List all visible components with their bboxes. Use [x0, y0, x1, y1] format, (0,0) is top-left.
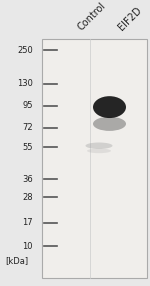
FancyBboxPatch shape — [42, 39, 147, 278]
Text: 36: 36 — [22, 175, 33, 184]
Text: 130: 130 — [17, 80, 33, 88]
Text: [kDa]: [kDa] — [5, 257, 28, 265]
Text: 95: 95 — [22, 101, 33, 110]
Text: 10: 10 — [22, 242, 33, 251]
Text: EIF2D: EIF2D — [116, 5, 143, 33]
Text: 55: 55 — [22, 142, 33, 152]
Text: 250: 250 — [17, 46, 33, 55]
Text: Control: Control — [75, 1, 107, 33]
Text: 28: 28 — [22, 193, 33, 202]
Text: 72: 72 — [22, 123, 33, 132]
Text: 17: 17 — [22, 219, 33, 227]
Ellipse shape — [93, 96, 126, 118]
Ellipse shape — [87, 148, 111, 153]
Ellipse shape — [85, 142, 112, 149]
Ellipse shape — [93, 117, 126, 131]
